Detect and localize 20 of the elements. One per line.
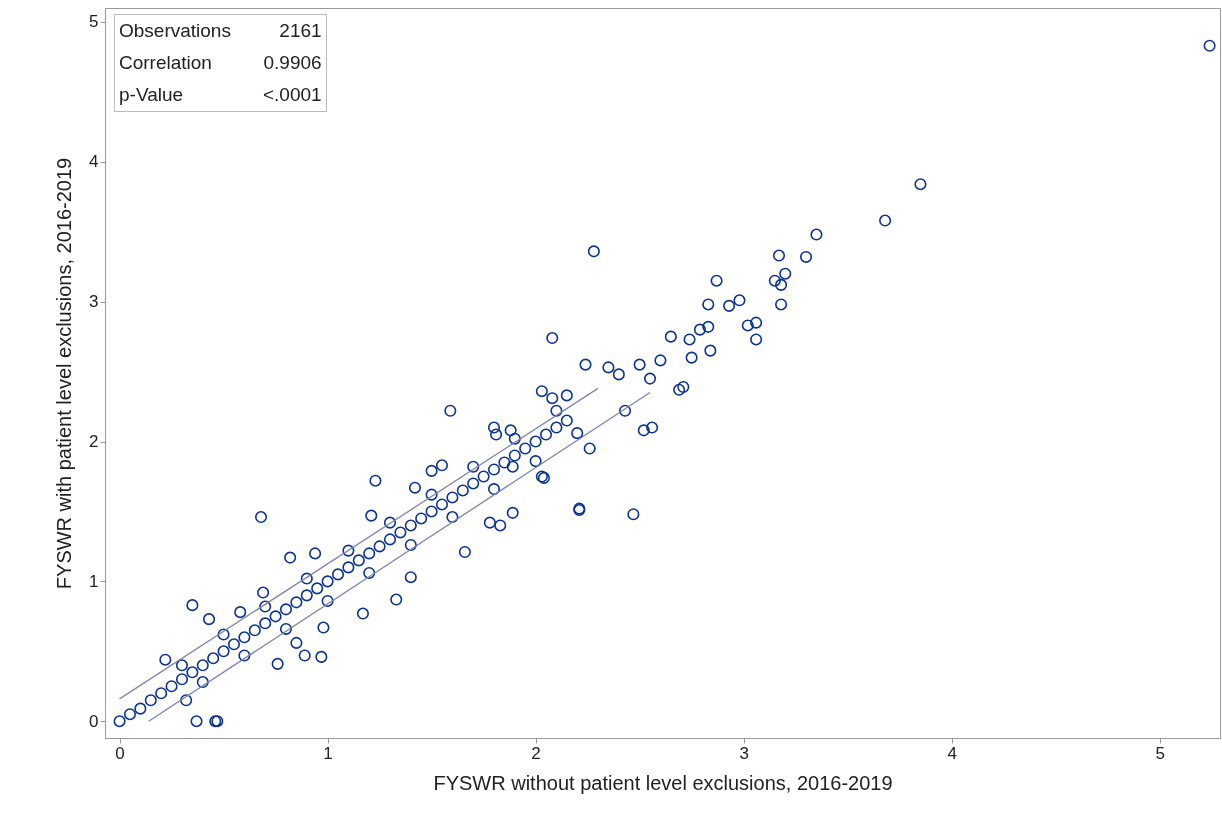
x-tick-label: 2 — [531, 743, 541, 763]
y-axis-title: FYSWR with patient level exclusions, 2016-2019 — [53, 157, 76, 590]
x-tick-label: 0 — [115, 743, 125, 763]
annotation: Correlation — [118, 51, 213, 75]
x-tick-label: 3 — [739, 743, 749, 763]
y-tick-label: 4 — [89, 152, 99, 172]
x-axis-title: FYSWR without patient level exclusions, 2016-2019 — [433, 771, 893, 794]
annotation: 0.9906 — [262, 51, 323, 75]
y-tick-label: 5 — [89, 12, 99, 32]
annotation: Observations — [118, 19, 232, 43]
y-tick-label: 3 — [89, 292, 99, 312]
annotation: <.0001 — [261, 83, 323, 107]
annotation: 2161 — [278, 19, 323, 43]
x-tick-label: 4 — [947, 743, 957, 763]
y-tick-label: 0 — [89, 711, 99, 731]
y-tick-label: 2 — [89, 432, 99, 452]
y-tick-label: 1 — [89, 571, 99, 591]
annotation: p-Value — [118, 83, 185, 107]
x-tick-label: 5 — [1155, 743, 1165, 763]
x-tick-label: 1 — [323, 743, 333, 763]
